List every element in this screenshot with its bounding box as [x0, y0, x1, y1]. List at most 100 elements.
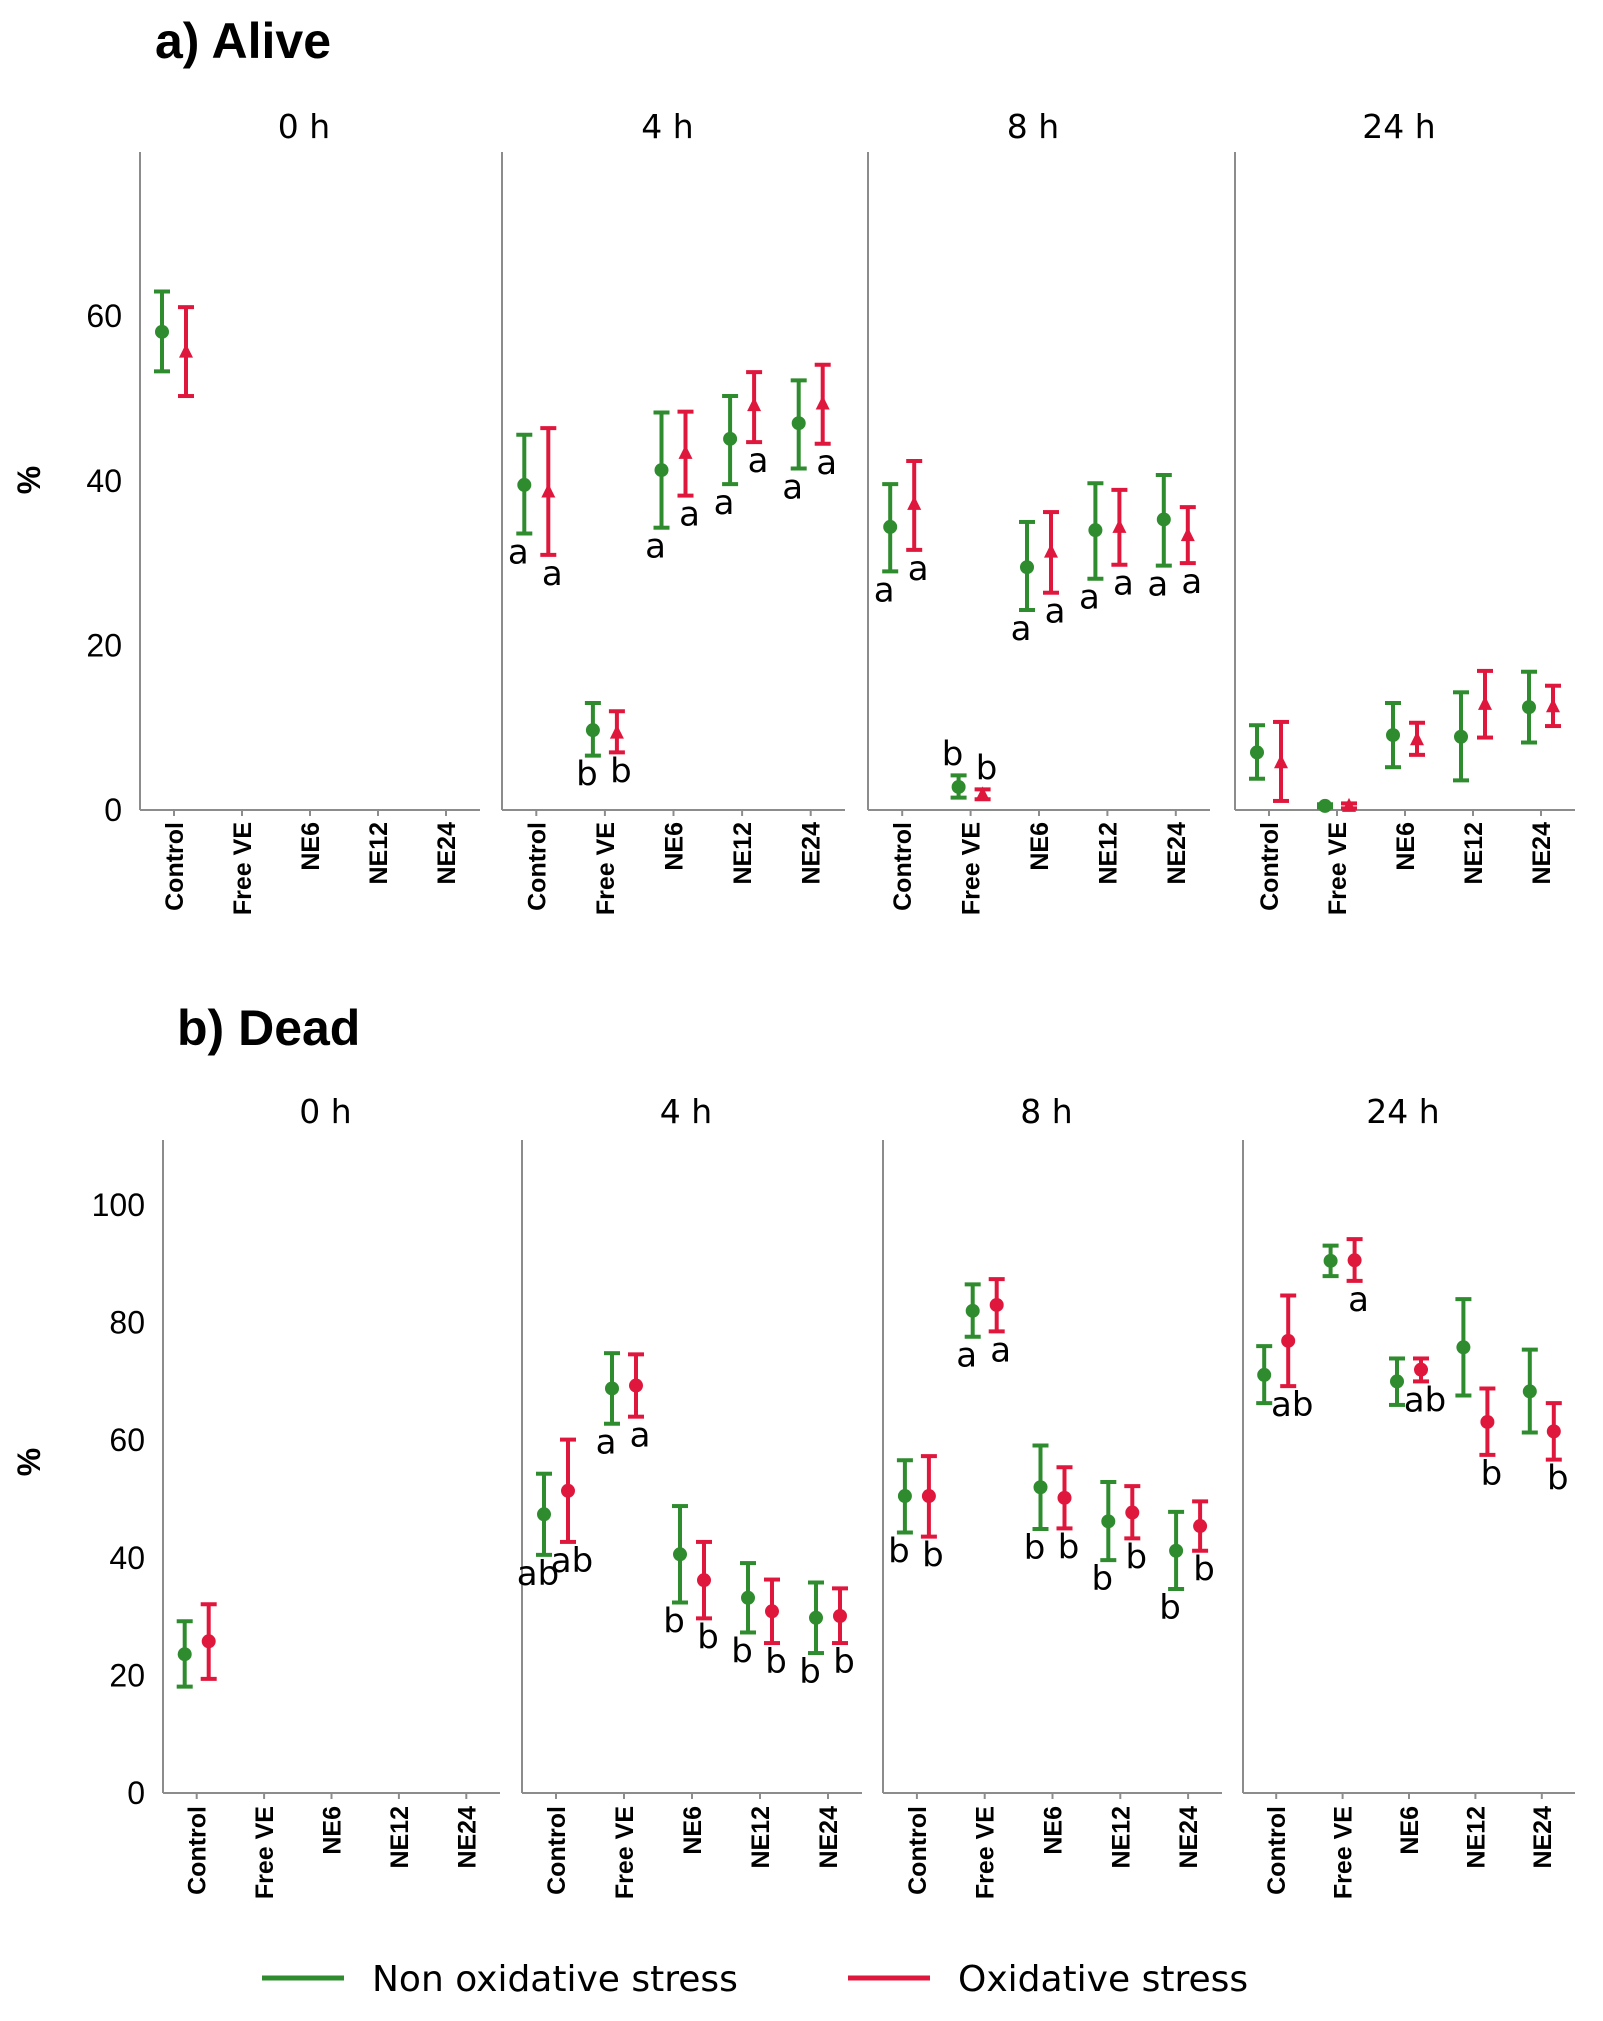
data-point	[1281, 1333, 1296, 1348]
data-point	[629, 1378, 643, 1393]
significance-label: a	[1113, 564, 1134, 604]
facet-title: 0 h	[278, 107, 330, 146]
data-point	[541, 483, 556, 498]
significance-label: b	[1058, 1527, 1080, 1567]
x-tick-label: Control	[543, 1806, 571, 1895]
data-point	[1454, 729, 1468, 744]
data-point	[791, 416, 806, 431]
significance-label: ab	[551, 1541, 593, 1581]
significance-label: b	[1024, 1528, 1046, 1568]
x-tick-label: Free VE	[229, 822, 257, 915]
data-point	[747, 397, 762, 412]
y-tick-label: 80	[109, 1305, 145, 1341]
x-tick-label: NE12	[1460, 822, 1488, 885]
x-tick-label: NE6	[1396, 1806, 1424, 1855]
significance-label: ab	[1271, 1385, 1313, 1425]
x-tick-label: NE12	[1107, 1806, 1135, 1869]
panel-b-dead: b) Dead% 0 h 0 20 40 60 80 100 Control Free VE NE6…	[11, 1000, 1575, 1899]
significance-label: b	[663, 1601, 685, 1641]
data-point	[907, 495, 922, 510]
data-point	[1323, 1253, 1338, 1268]
data-point	[723, 431, 738, 446]
significance-label: b	[1126, 1537, 1148, 1577]
significance-label: b	[1481, 1454, 1503, 1494]
x-tick-label: NE6	[297, 822, 325, 871]
significance-label: a	[908, 549, 929, 589]
data-point	[1342, 797, 1356, 812]
facet-0-h: 0 h 0 20 40 60 Control Free VE NE6 NE12 NE24	[86, 107, 480, 915]
x-tick-label: NE24	[1163, 822, 1191, 885]
significance-label: a	[816, 443, 837, 483]
x-tick-label: Control	[904, 1806, 932, 1895]
x-tick-label: NE24	[433, 822, 461, 885]
data-point	[561, 1483, 575, 1498]
x-tick-label: Free VE	[972, 1806, 1000, 1899]
significance-label: b	[976, 748, 998, 788]
y-tick-label: 40	[86, 463, 122, 499]
data-point	[1156, 512, 1171, 527]
data-point	[965, 1303, 980, 1318]
data-point	[697, 1573, 711, 1588]
y-axis-label: %	[11, 1448, 47, 1476]
x-tick-label: Free VE	[1330, 1806, 1358, 1899]
significance-label: b	[610, 751, 632, 791]
data-point	[1522, 1384, 1537, 1399]
data-point	[975, 786, 990, 801]
data-point	[678, 444, 693, 459]
data-point	[815, 395, 830, 410]
data-point	[1125, 1505, 1140, 1520]
x-tick-label: NE12	[747, 1806, 775, 1869]
data-point	[809, 1610, 823, 1625]
data-point	[1522, 700, 1536, 715]
facet-24-h: 24 h Control Free VE NE6 NE12 NE24	[1234, 107, 1575, 915]
data-point	[1414, 1362, 1428, 1377]
significance-label: b	[942, 734, 964, 774]
significance-label: a	[630, 1416, 651, 1456]
data-point	[201, 1634, 216, 1649]
data-point	[1033, 1480, 1048, 1495]
facet-0-h: 0 h 0 20 40 60 80 100 Control Free VE NE6 NE12 NE24	[92, 1092, 500, 1899]
facet-title: 8 h	[1007, 107, 1059, 146]
x-tick-label: Free VE	[251, 1806, 279, 1899]
data-point	[765, 1604, 779, 1619]
data-point	[1044, 543, 1058, 558]
significance-label: a	[596, 1423, 617, 1463]
significance-label: b	[1092, 1559, 1114, 1599]
data-point	[741, 1590, 755, 1605]
significance-label: a	[782, 467, 803, 507]
x-tick-label: Free VE	[592, 822, 620, 915]
y-tick-label: 100	[92, 1187, 145, 1223]
data-point	[1546, 698, 1560, 713]
significance-label: b	[1193, 1550, 1215, 1590]
x-tick-label: NE6	[319, 1806, 347, 1855]
data-point	[921, 1489, 936, 1504]
data-point	[155, 324, 169, 339]
data-point	[654, 463, 669, 478]
significance-label: b	[576, 755, 598, 795]
significance-label: a	[956, 1336, 977, 1376]
x-tick-label: NE6	[679, 1806, 707, 1855]
data-point	[1274, 754, 1288, 769]
significance-label: a	[508, 532, 529, 572]
data-point	[605, 1381, 619, 1396]
y-axis-label: %	[11, 466, 47, 494]
x-tick-label: NE24	[1528, 822, 1556, 885]
significance-label: a	[1045, 592, 1066, 632]
y-tick-label: 20	[86, 627, 122, 663]
data-point	[1180, 527, 1195, 542]
x-tick-label: NE24	[815, 1806, 843, 1869]
data-point	[1101, 1514, 1116, 1529]
y-tick-label: 20	[109, 1657, 145, 1693]
data-point	[951, 779, 966, 794]
data-point	[1347, 1253, 1362, 1268]
x-tick-label: NE6	[1026, 822, 1054, 871]
y-tick-label: 0	[104, 792, 122, 828]
x-tick-label: NE12	[1094, 822, 1122, 885]
x-tick-label: NE6	[661, 822, 689, 871]
data-point	[1480, 1414, 1495, 1429]
x-tick-label: NE24	[1175, 1806, 1203, 1869]
